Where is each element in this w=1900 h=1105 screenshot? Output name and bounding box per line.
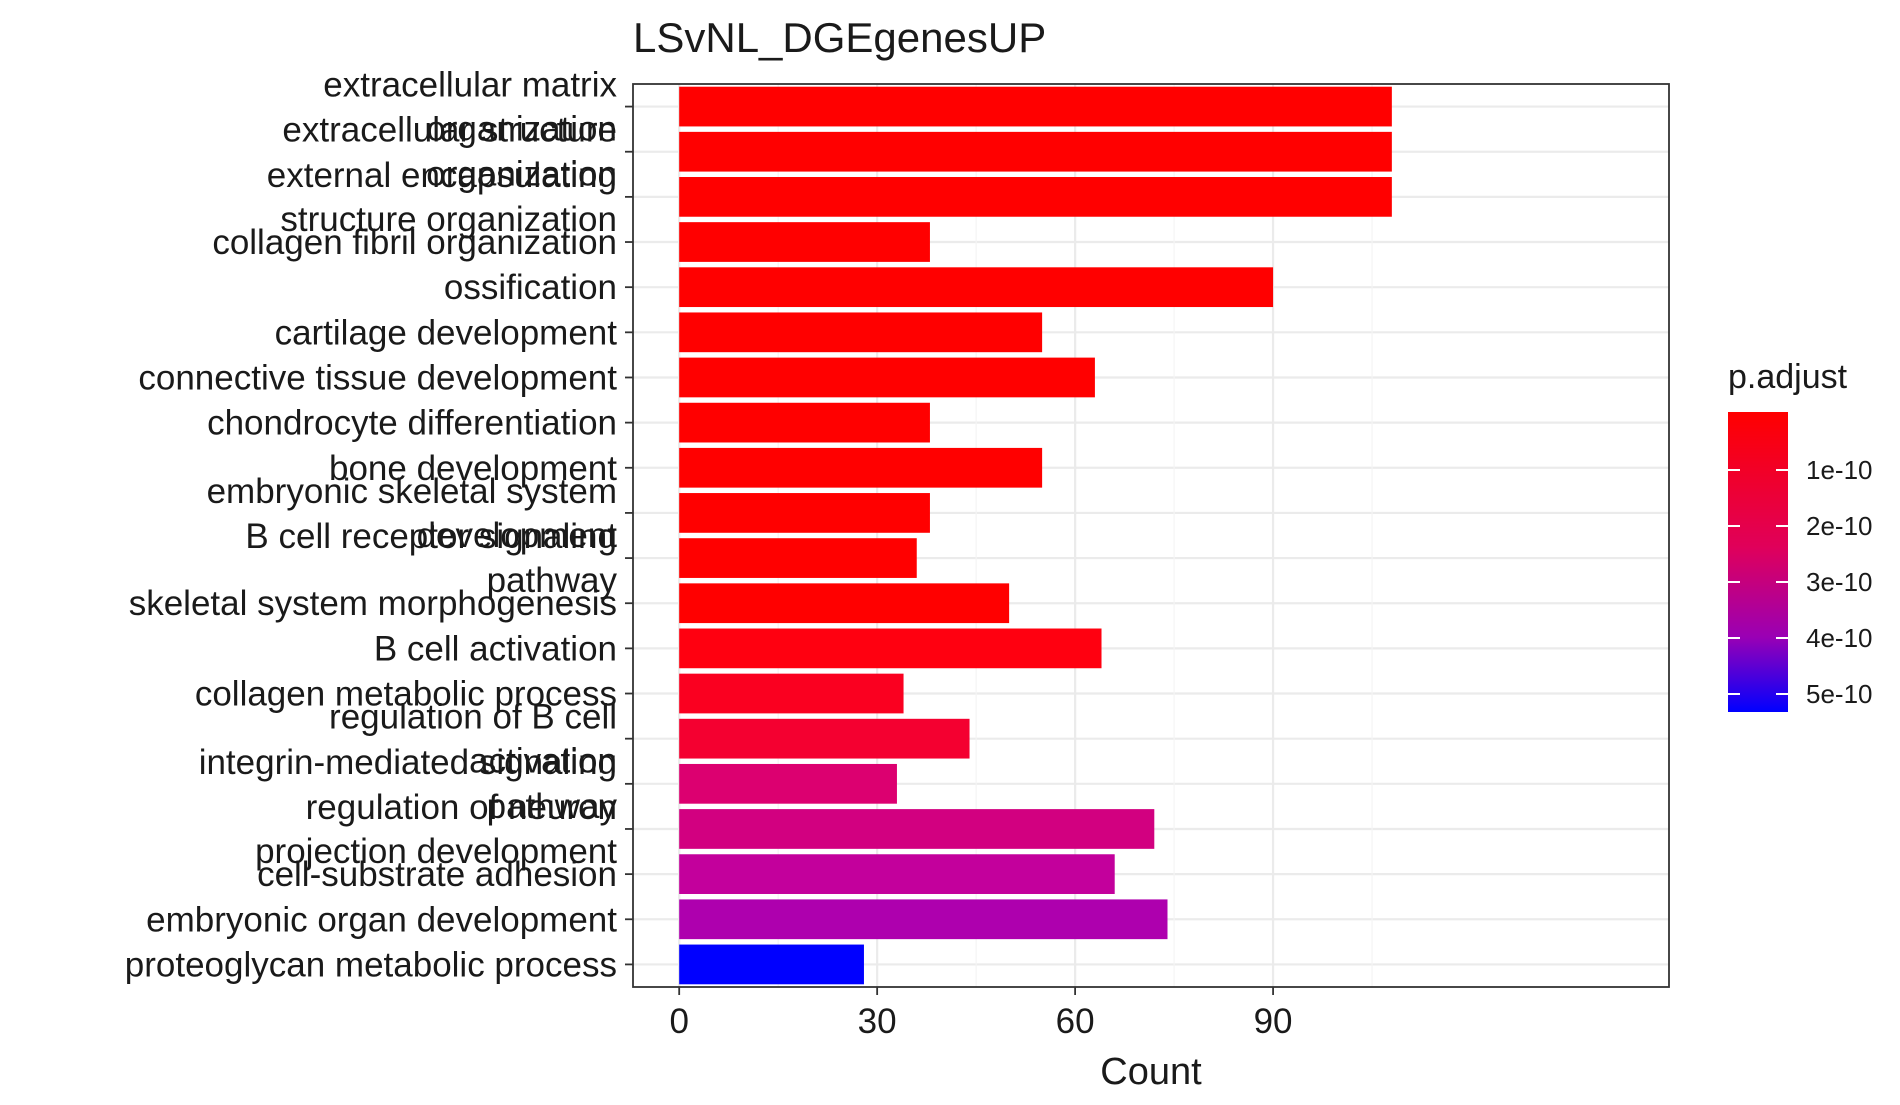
legend-title: p.adjust [1728,358,1848,396]
y-tick-label: bone development [329,449,617,488]
bar [679,402,930,443]
legend-tick-label: 3e-10 [1806,567,1873,597]
x-tick-label: 0 [669,1002,688,1041]
y-tick-label: ossification [444,268,617,307]
bar [679,312,1043,353]
bar [679,673,904,714]
x-axis: 0 30 60 90 [669,987,1293,1041]
y-tick-label: skeletal system morphogenesis [129,584,617,623]
bar [679,177,1392,217]
bar [679,357,1095,398]
bar [679,86,1392,127]
y-tick-label: external encapsulating structure organiza… [267,156,617,239]
bar [679,447,1043,488]
bars [679,86,1392,985]
y-tick-label: B cell activation [374,629,617,668]
bar [679,628,1102,669]
bar [679,267,1274,308]
legend-tick-label: 4e-10 [1806,623,1873,653]
x-tick-label: 60 [1056,1002,1095,1041]
legend: p.adjust 1e-10 2e-10 3e-10 4e-10 5e-10 [1728,358,1873,712]
bar [679,809,1155,849]
bar [679,538,917,578]
y-tick-label: collagen fibril organization [212,223,617,262]
bar [679,583,1010,624]
y-tick-label: regulation of neuron projection developme… [255,788,617,871]
bar [679,131,1392,172]
bar [679,763,897,804]
y-tick-label: extracellular matrix organization [323,66,617,149]
legend-tick-label: 5e-10 [1806,679,1873,709]
y-tick-label: extracellular structure organization [282,111,617,194]
y-tick-label: embryonic organ development [146,900,617,939]
y-tick-label: chondrocyte differentiation [207,404,617,443]
x-tick-label: 30 [858,1002,897,1041]
y-tick-label: cell-substrate adhesion [257,855,617,894]
bar [679,493,930,533]
y-tick-label: cartilage development [275,313,618,352]
y-tick-label: embryonic skeletal system development [207,472,618,555]
y-tick-label: B cell receptor signaling pathway [245,517,617,600]
y-tick-label: connective tissue development [138,358,617,397]
bar [679,222,930,262]
plot-border [632,83,1670,988]
y-tick-label: collagen metabolic process [195,675,617,714]
bar [679,899,1168,940]
bar [679,854,1115,894]
y-tick-label: regulation of B cell activation [329,698,617,781]
legend-colorbar [1728,412,1788,712]
bar [679,944,864,985]
plot-panel [633,84,1669,987]
legend-tick-label: 1e-10 [1806,455,1873,485]
legend-tick-label: 2e-10 [1806,511,1873,541]
bar [679,718,970,759]
y-tick-label: integrin-mediated signaling pathway [199,743,618,826]
x-tick-label: 90 [1254,1002,1293,1041]
y-axis: extracellular matrix organizationextracel… [125,66,633,984]
y-tick-label: proteoglycan metabolic process [125,945,617,984]
x-axis-title: Count [1100,1051,1202,1093]
chart-title: LSvNL_DGEgenesUP [633,14,1046,61]
